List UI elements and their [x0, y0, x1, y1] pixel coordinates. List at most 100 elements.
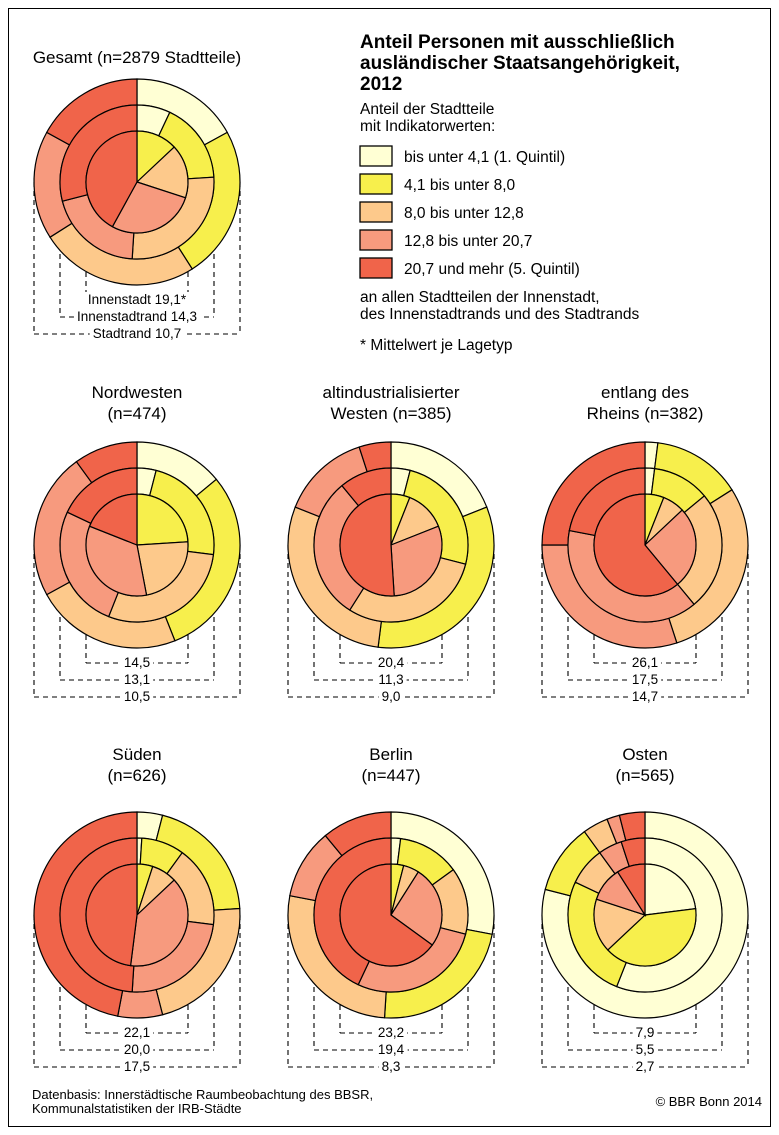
donut-segment: [111, 181, 187, 234]
chart-title: (n=474): [107, 404, 166, 423]
donut-chart: altindustrialisierter Westen (n=385) 20,4 1…: [287, 383, 495, 704]
label-background: [374, 1025, 408, 1040]
chart-title: Osten: [622, 745, 667, 764]
donut-chart: Süden (n=626) 22,1 20,0 17,5: [33, 745, 241, 1074]
donut-chart: Nordwesten (n=474) 14,5 13,1 10,5: [33, 383, 241, 704]
mean-value-label: Innenstadt 19,1*: [88, 292, 187, 307]
legend-swatch: [359, 145, 393, 167]
donut-segment: [135, 146, 189, 199]
legend-item-label: 12,8 bis unter 20,7: [404, 233, 532, 250]
legend-swatch: [359, 201, 393, 223]
legend-outro: des Innenstadtrands und des Stadtrands: [360, 306, 639, 323]
donut-segment: [644, 863, 697, 916]
mean-value-label: Innenstadtrand 14,3: [77, 309, 197, 324]
mean-value-label: 9,0: [382, 689, 401, 704]
donut-segment: [390, 871, 443, 946]
donut-chart: Gesamt (n=2879 Stadtteile) Innenstadt 19,…: [33, 48, 241, 341]
label-background: [120, 1025, 154, 1040]
mean-value-label: 23,2: [378, 1025, 404, 1040]
legend-footnote: * Mittelwert je Lagetyp: [360, 337, 513, 354]
donut-segment: [116, 988, 164, 1019]
label-background: [89, 326, 185, 341]
legend-item-label: 20,7 und mehr (5. Quintil): [404, 261, 580, 278]
donut-segment: [616, 863, 646, 918]
mean-value-label: 20,4: [378, 655, 405, 670]
chart-title: Gesamt (n=2879 Stadtteile): [33, 48, 241, 67]
donut-segment: [390, 525, 443, 597]
donut-chart: entlang des Rheins (n=382) 26,1 17,5 14,7: [541, 383, 749, 704]
label-background: [632, 1059, 658, 1074]
donut-chart: Osten (n=565) 7,9 5,5 2,7: [541, 745, 749, 1074]
label-background: [628, 655, 662, 670]
donut-segment: [606, 907, 697, 967]
donut-segment: [129, 879, 189, 967]
chart-title: Berlin: [369, 745, 412, 764]
donut-segment: [85, 525, 148, 597]
footer: Datenbasis: Innerstädtische Raumbeobacht…: [32, 1087, 762, 1116]
source-note: Kommunalstatistiken der IRB-Städte: [32, 1101, 242, 1116]
label-background: [632, 1025, 658, 1040]
figure-title: Anteil Personen mit ausschließlichauslän…: [360, 32, 680, 95]
label-background: [120, 1042, 154, 1057]
mean-value-label: 17,5: [124, 1059, 150, 1074]
chart-title: Süden: [112, 745, 161, 764]
mean-value-label: 20,0: [124, 1042, 150, 1057]
legend-item-label: 8,0 bis unter 12,8: [404, 205, 524, 222]
donut-segment: [85, 863, 138, 967]
donut-chart: Berlin (n=447) 23,2 19,4 8,3: [287, 745, 495, 1074]
donut-segment: [88, 493, 138, 546]
label-background: [378, 689, 404, 704]
legend-intro: Anteil der Stadtteile: [360, 101, 494, 118]
label-background: [374, 655, 408, 670]
donut-segment: [85, 130, 138, 228]
title-line: ausländischer Staatsangehörigkeit,: [360, 53, 680, 74]
mean-value-label: 14,7: [632, 689, 658, 704]
legend-outro: an allen Stadtteilen der Innenstadt,: [360, 289, 600, 306]
donut-charts: Gesamt (n=2879 Stadtteile) Innenstadt 19,…: [33, 48, 749, 1074]
label-background: [378, 1059, 404, 1074]
legend-swatch: [359, 229, 393, 251]
chart-title: (n=626): [107, 766, 166, 785]
chart-title: Rheins (n=382): [587, 404, 704, 423]
chart-title: (n=447): [361, 766, 420, 785]
source-note: Datenbasis: Innerstädtische Raumbeobacht…: [32, 1087, 373, 1102]
legend-intro: mit Indikatorwerten:: [360, 118, 495, 135]
mean-value-label: 11,3: [378, 672, 403, 687]
title-line: Anteil Personen mit ausschließlich: [360, 32, 675, 53]
chart-title: Westen (n=385): [330, 404, 451, 423]
mean-value-label: 13,1: [124, 672, 150, 687]
copyright: © BBR Bonn 2014: [656, 1094, 762, 1109]
mean-value-label: 26,1: [632, 655, 658, 670]
chart-title: Nordwesten: [92, 383, 183, 402]
mean-value-label: 7,9: [636, 1025, 655, 1040]
mean-value-label: 17,5: [632, 672, 658, 687]
title-line: 2012: [360, 74, 402, 95]
mean-value-label: 5,5: [636, 1042, 655, 1057]
mean-value-label: 10,5: [124, 689, 150, 704]
mean-value-label: 2,7: [636, 1059, 655, 1074]
label-background: [84, 292, 190, 307]
legend-swatch: [359, 257, 393, 279]
donut-segment: [339, 863, 434, 967]
legend-swatch: [359, 173, 393, 195]
donut-segment: [136, 493, 189, 546]
label-background: [120, 672, 154, 687]
mean-value-label: 22,1: [124, 1025, 150, 1040]
chart-title: (n=565): [615, 766, 674, 785]
donut-segment: [593, 898, 647, 951]
label-background: [120, 1059, 154, 1074]
legend-item-label: bis unter 4,1 (1. Quintil): [404, 149, 565, 166]
mean-value-label: 19,4: [378, 1042, 405, 1057]
label-background: [375, 672, 407, 687]
label-background: [632, 1042, 658, 1057]
label-background: [374, 1042, 408, 1057]
label-background: [73, 309, 201, 324]
donut-segment: [644, 509, 697, 586]
donut-segment: [136, 541, 189, 596]
label-background: [628, 689, 662, 704]
mean-value-label: 8,3: [382, 1059, 401, 1074]
chart-title: altindustrialisierter: [323, 383, 460, 402]
label-background: [628, 672, 662, 687]
